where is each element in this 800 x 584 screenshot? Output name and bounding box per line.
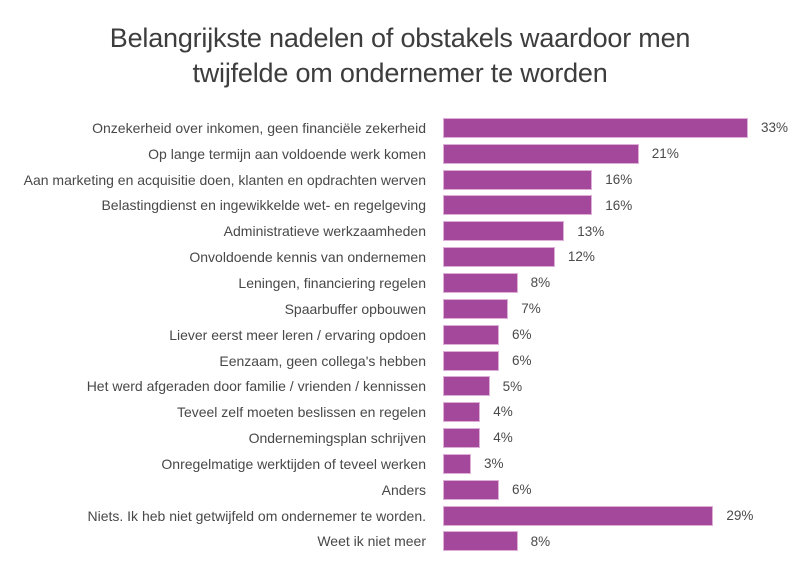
bar-row: Ondernemingsplan schrijven 4% [0, 425, 800, 451]
bar-row: Spaarbuffer opbouwen 7% [0, 296, 800, 322]
category-label: Eenzaam, geen collega's hebben [219, 352, 426, 369]
bar [443, 221, 565, 242]
category-label: Het werd afgeraden door familie / vriend… [86, 378, 426, 395]
value-label: 33% [760, 120, 788, 136]
bar-track: 6% [443, 322, 788, 348]
bar-track: 29% [443, 503, 788, 529]
bar-track: 4% [443, 399, 788, 425]
category-label: Leningen, financiering regelen [238, 274, 426, 291]
value-label: 7% [521, 301, 541, 317]
bar-row: Onzekerheid over inkomen, geen financiël… [0, 115, 800, 141]
category-label: Onzekerheid over inkomen, geen financiël… [92, 119, 426, 136]
value-label: 6% [511, 352, 532, 368]
bar [443, 272, 518, 293]
category-label: Spaarbuffer opbouwen [284, 300, 426, 317]
bar [443, 324, 499, 345]
value-label: 21% [651, 146, 679, 162]
bar [443, 376, 490, 397]
bar [443, 247, 555, 268]
bar-row: Leningen, financiering regelen 8% [0, 270, 800, 296]
value-label: 8% [530, 533, 551, 549]
bar-track: 16% [443, 167, 788, 193]
bar [443, 505, 714, 526]
category-label: Aan marketing en acquisitie doen, klante… [23, 171, 426, 188]
bar-track: 6% [443, 477, 788, 503]
value-label: 6% [511, 481, 532, 497]
bar-row: Belastingdienst en ingewikkelde wet- en … [0, 193, 800, 219]
bar [443, 350, 499, 371]
bar-track: 8% [443, 270, 788, 296]
bar-track: 33% [443, 115, 788, 141]
bar-track: 16% [443, 193, 788, 219]
bar-row: Onvoldoende kennis van ondernemen 12% [0, 244, 800, 270]
bar-track: 8% [443, 529, 788, 555]
bar-row: Weet ik niet meer 8% [0, 529, 800, 555]
value-label: 4% [493, 404, 513, 420]
category-label: Niets. Ik heb niet getwijfeld om onderne… [87, 507, 426, 524]
category-label: Anders [381, 481, 426, 498]
bar [443, 195, 593, 216]
value-label: 16% [605, 171, 633, 187]
bar-row: Aan marketing en acquisitie doen, klante… [0, 167, 800, 193]
bar [443, 298, 509, 319]
bar-row: Liever eerst meer leren / ervaring opdoe… [0, 322, 800, 348]
bar-track: 3% [443, 451, 788, 477]
bar-row: Teveel zelf moeten beslissen en regelen 4… [0, 399, 800, 425]
bar-row: Anders 6% [0, 477, 800, 503]
chart-title-line1: Belangrijkste nadelen of obstakels waard… [109, 23, 691, 53]
bar-row: Administratieve werkzaamheden 13% [0, 218, 800, 244]
value-label: 13% [577, 223, 605, 239]
bar [443, 531, 518, 552]
value-label: 4% [493, 430, 513, 446]
bar-row: Op lange termijn aan voldoende werk kome… [0, 141, 800, 167]
bar [443, 428, 481, 449]
value-label: 5% [502, 378, 523, 394]
value-label: 16% [605, 197, 633, 213]
bar-row: Eenzaam, geen collega's hebben 6% [0, 348, 800, 374]
category-label: Administratieve werkzaamheden [223, 223, 426, 240]
bar [443, 117, 748, 138]
category-label: Weet ik niet meer [317, 533, 426, 550]
bar-row: Onregelmatige werktijden of teveel werke… [0, 451, 800, 477]
category-label: Onvoldoende kennis van ondernemen [189, 249, 426, 266]
category-label: Liever eerst meer leren / ervaring opdoe… [169, 326, 426, 343]
category-label: Onregelmatige werktijden of teveel werke… [161, 455, 426, 472]
bar-track: 12% [443, 244, 788, 270]
chart-title: Belangrijkste nadelen of obstakels waard… [0, 0, 800, 91]
category-label: Op lange termijn aan voldoende werk kome… [148, 145, 426, 162]
category-label: Ondernemingsplan schrijven [248, 430, 426, 447]
value-label: 29% [726, 507, 754, 523]
bar [443, 402, 481, 423]
bar-track: 21% [443, 141, 788, 167]
bar-track: 13% [443, 218, 788, 244]
bar [443, 169, 593, 190]
bar-track: 6% [443, 348, 788, 374]
category-label: Teveel zelf moeten beslissen en regelen [176, 404, 426, 421]
bar-track: 7% [443, 296, 788, 322]
value-label: 6% [511, 326, 532, 342]
bar-track: 4% [443, 425, 788, 451]
value-label: 12% [567, 249, 595, 265]
bar-row: Niets. Ik heb niet getwijfeld om onderne… [0, 503, 800, 529]
bar-chart: Onzekerheid over inkomen, geen financiël… [0, 115, 800, 554]
value-label: 3% [483, 456, 504, 472]
bar [443, 453, 471, 474]
bar-rows: Onzekerheid over inkomen, geen financiël… [0, 115, 800, 554]
category-label: Belastingdienst en ingewikkelde wet- en … [101, 197, 426, 214]
value-label: 8% [530, 275, 551, 291]
bar [443, 479, 499, 500]
chart-title-line2: twijfelde om ondernemer te worden [192, 58, 608, 88]
bar [443, 143, 639, 164]
bar-track: 5% [443, 373, 788, 399]
bar-row: Het werd afgeraden door familie / vriend… [0, 373, 800, 399]
